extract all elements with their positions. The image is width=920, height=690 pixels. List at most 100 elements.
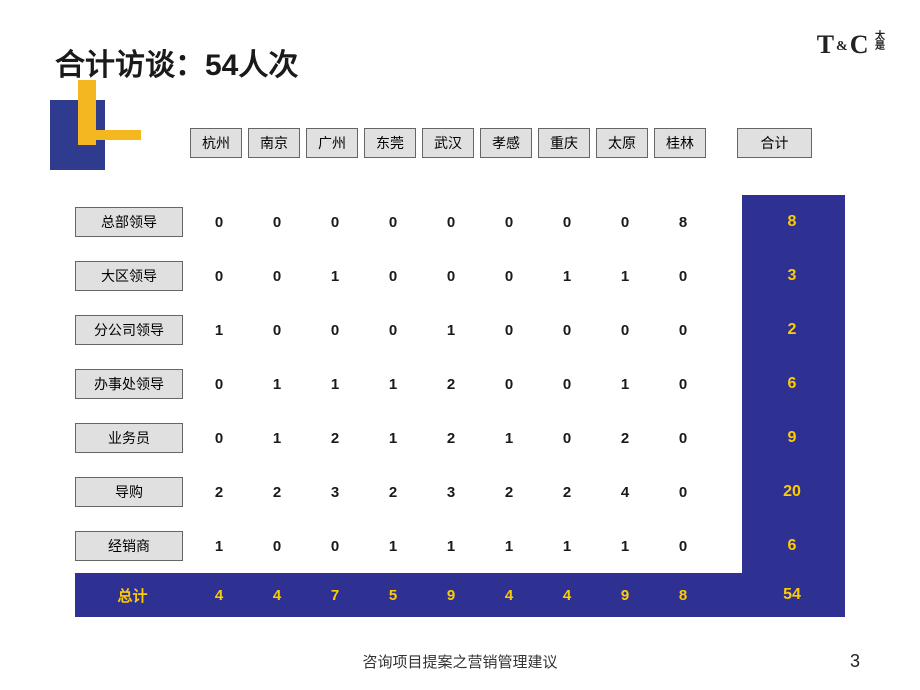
data-cell: 1	[306, 376, 364, 393]
data-cell: 0	[480, 214, 538, 231]
page-number: 3	[850, 651, 860, 672]
total-cell: 8	[654, 587, 712, 604]
data-cell: 2	[190, 484, 248, 501]
data-cell: 0	[190, 376, 248, 393]
table-row: 经销商1001111106	[75, 519, 845, 573]
data-cell: 1	[190, 322, 248, 339]
header-cell: 武汉	[422, 128, 474, 158]
logo-amp: &	[834, 39, 850, 54]
row-label: 办事处领导	[75, 369, 183, 399]
header-cell: 太原	[596, 128, 648, 158]
data-cell: 1	[596, 538, 654, 555]
data-cell: 1	[248, 376, 306, 393]
company-logo: T&C 太是	[817, 30, 885, 60]
data-cell: 4	[596, 484, 654, 501]
dec-orange-horiz	[96, 130, 141, 140]
data-cell: 2	[364, 484, 422, 501]
row-label: 导购	[75, 477, 183, 507]
footer-text: 咨询项目提案之营销管理建议	[0, 651, 920, 672]
table-row: 总部领导0000000088	[75, 195, 845, 249]
total-cell: 9	[596, 587, 654, 604]
data-cell: 0	[248, 322, 306, 339]
data-cell: 1	[422, 322, 480, 339]
data-cell: 1	[364, 430, 422, 447]
data-cell: 0	[654, 538, 712, 555]
total-cell: 9	[422, 587, 480, 604]
data-cell: 1	[596, 376, 654, 393]
row-label: 总部领导	[75, 207, 183, 237]
header-cell: 南京	[248, 128, 300, 158]
logo-t: T	[817, 30, 834, 59]
row-total: 2	[742, 303, 842, 357]
logo-cn: 太是	[875, 32, 885, 52]
table-row: 分公司领导1000100002	[75, 303, 845, 357]
total-cell: 4	[248, 587, 306, 604]
column-headers: 杭州 南京 广州 东莞 武汉 孝感 重庆 太原 桂林 合计	[190, 128, 812, 158]
row-total: 3	[742, 249, 842, 303]
data-cell: 0	[538, 214, 596, 231]
data-cell: 0	[248, 268, 306, 285]
data-table: 总部领导0000000088大区领导0010001103分公司领导1000100…	[75, 195, 845, 573]
header-cell: 杭州	[190, 128, 242, 158]
data-cell: 2	[306, 430, 364, 447]
data-cell: 0	[364, 268, 422, 285]
data-cell: 1	[190, 538, 248, 555]
data-cell: 0	[596, 322, 654, 339]
data-cell: 0	[190, 214, 248, 231]
totals-label: 总计	[75, 585, 190, 606]
table-row: 办事处领导0111200106	[75, 357, 845, 411]
grand-total: 54	[742, 586, 842, 604]
total-cell: 4	[190, 587, 248, 604]
data-cell: 0	[248, 538, 306, 555]
row-label: 业务员	[75, 423, 183, 453]
header-cell: 孝感	[480, 128, 532, 158]
row-total: 8	[742, 195, 842, 249]
logo-c: C	[850, 30, 869, 59]
data-cell: 0	[654, 322, 712, 339]
data-cell: 3	[422, 484, 480, 501]
total-cell: 4	[480, 587, 538, 604]
data-cell: 0	[422, 268, 480, 285]
header-cell: 重庆	[538, 128, 590, 158]
data-cell: 0	[306, 538, 364, 555]
data-cell: 1	[480, 430, 538, 447]
data-cell: 0	[654, 430, 712, 447]
data-cell: 0	[190, 430, 248, 447]
data-cell: 0	[538, 322, 596, 339]
data-cell: 1	[306, 268, 364, 285]
table-row: 业务员0121210209	[75, 411, 845, 465]
row-label: 经销商	[75, 531, 183, 561]
data-cell: 0	[306, 214, 364, 231]
data-cell: 8	[654, 214, 712, 231]
header-cell: 桂林	[654, 128, 706, 158]
row-label: 大区领导	[75, 261, 183, 291]
data-cell: 2	[538, 484, 596, 501]
totals-row: 总计 4 4 7 5 9 4 4 9 8 54	[75, 573, 845, 617]
header-cell: 广州	[306, 128, 358, 158]
data-cell: 0	[480, 376, 538, 393]
row-label: 分公司领导	[75, 315, 183, 345]
data-cell: 0	[306, 322, 364, 339]
data-cell: 0	[248, 214, 306, 231]
row-total: 6	[742, 357, 842, 411]
total-cell: 7	[306, 587, 364, 604]
row-total: 6	[742, 519, 842, 573]
data-cell: 2	[422, 430, 480, 447]
row-total: 20	[742, 465, 842, 519]
dec-orange-vert	[78, 80, 96, 145]
total-cell: 4	[538, 587, 596, 604]
data-cell: 0	[654, 268, 712, 285]
data-cell: 1	[596, 268, 654, 285]
data-cell: 0	[364, 322, 422, 339]
data-cell: 1	[364, 376, 422, 393]
data-cell: 2	[480, 484, 538, 501]
data-cell: 0	[538, 376, 596, 393]
data-cell: 1	[538, 538, 596, 555]
table-row: 大区领导0010001103	[75, 249, 845, 303]
total-cell: 5	[364, 587, 422, 604]
data-cell: 0	[538, 430, 596, 447]
header-total: 合计	[737, 128, 812, 158]
data-cell: 0	[190, 268, 248, 285]
data-cell: 1	[422, 538, 480, 555]
data-cell: 1	[364, 538, 422, 555]
